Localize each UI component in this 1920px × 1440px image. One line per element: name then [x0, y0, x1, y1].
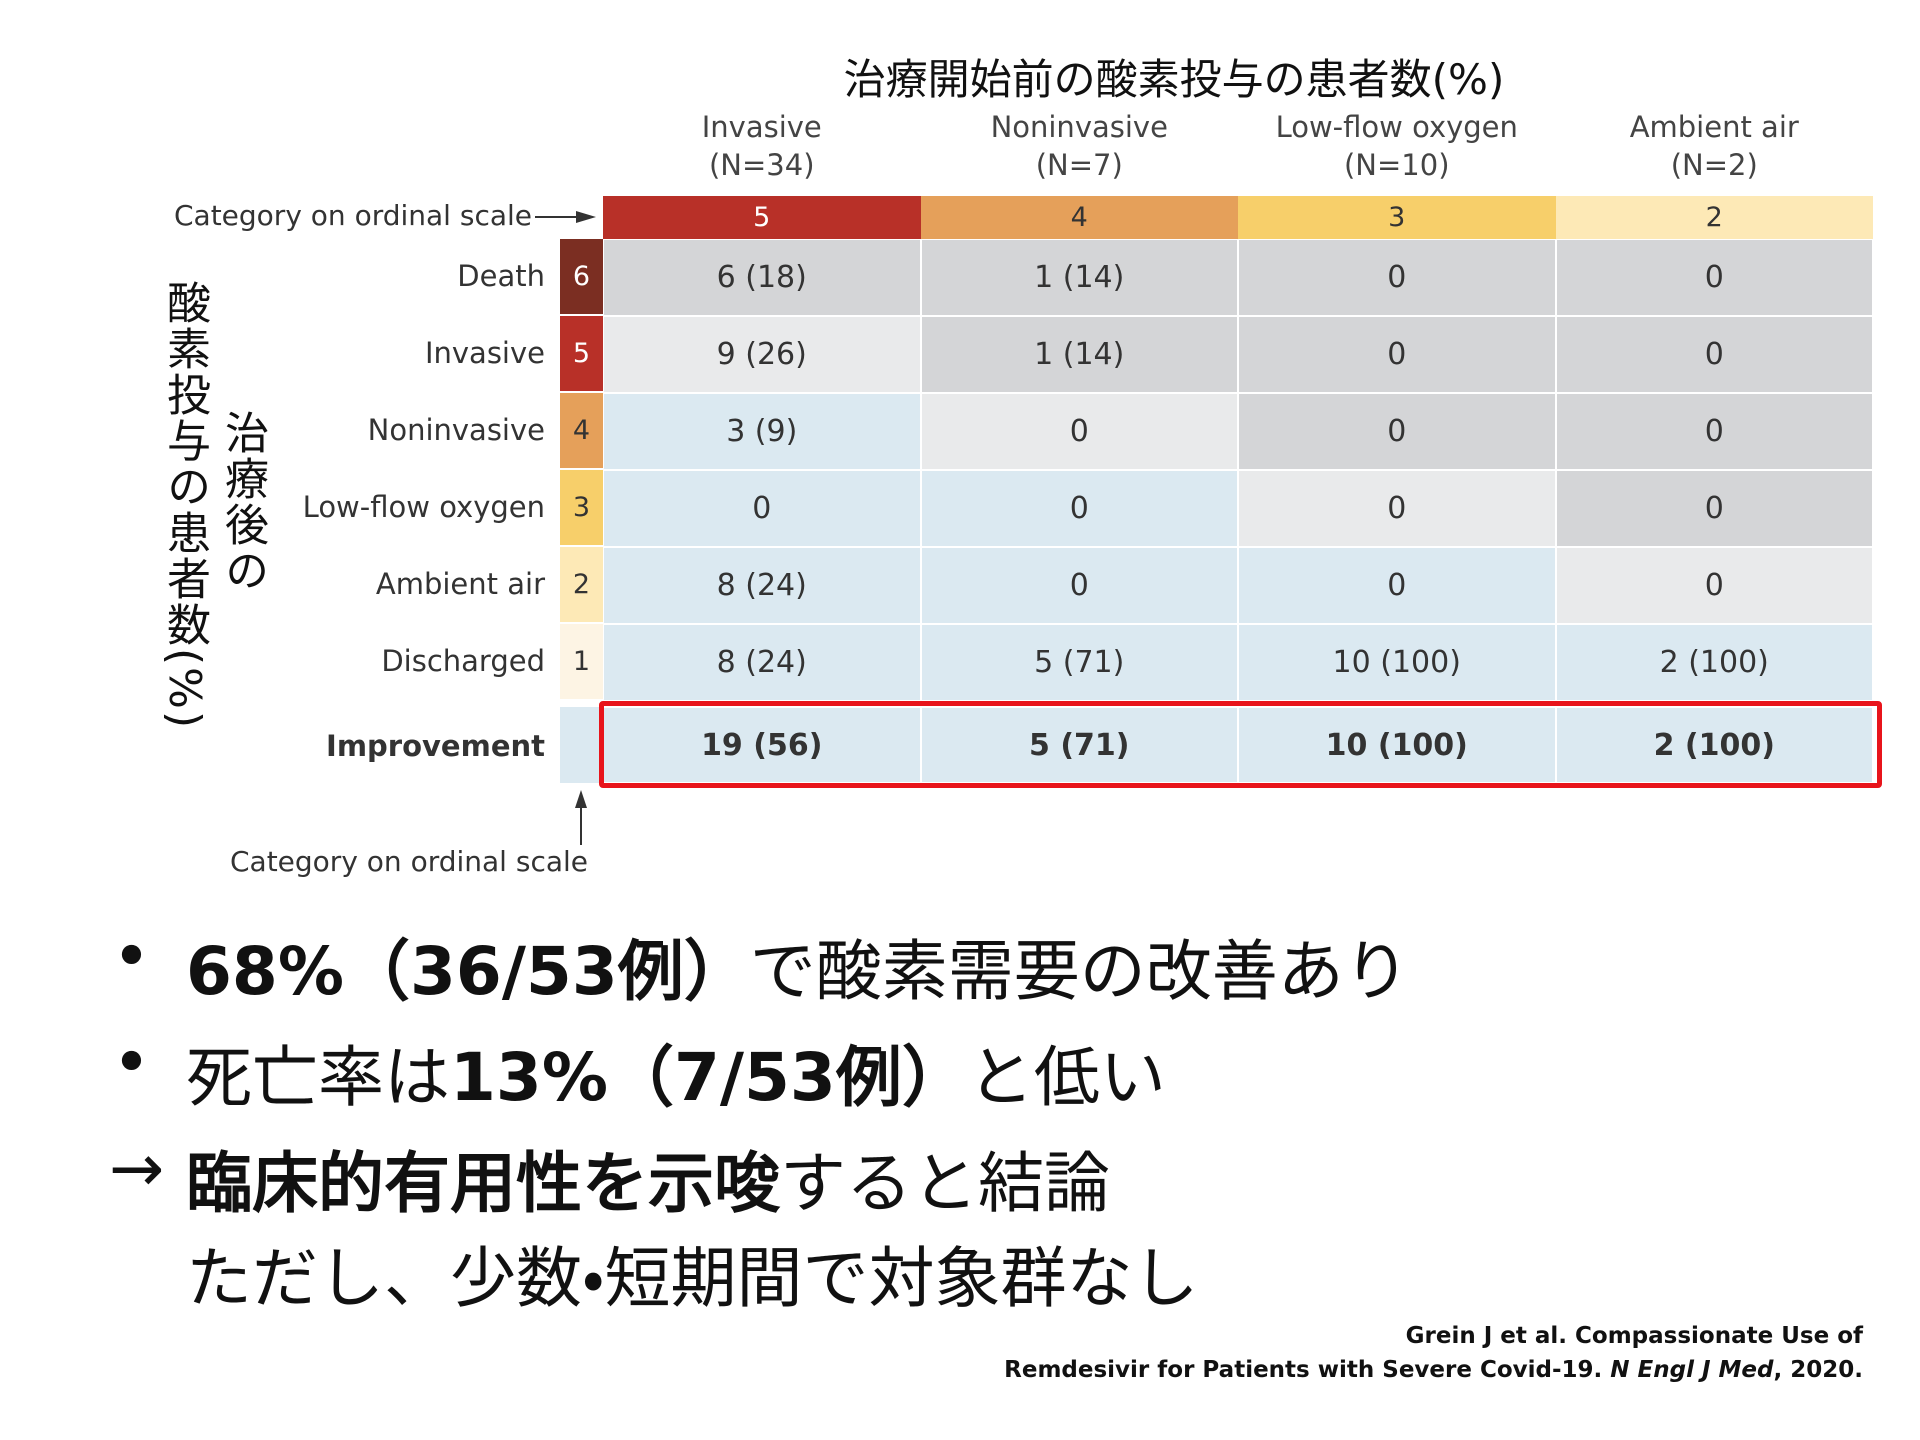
text-segment: 13%（7/53例） [450, 1039, 968, 1116]
citation-segment: N Engl J Med [1610, 1357, 1774, 1383]
table-cell: 0 [1238, 239, 1556, 316]
highlight-box [599, 701, 1882, 788]
table-cell: 0 [1238, 547, 1556, 624]
row-caption: Category on ordinal scale [229, 845, 588, 878]
table-cell: 2 (100) [1555, 624, 1873, 701]
table-cell: 0 [920, 393, 1238, 470]
table-cell: 1 (14) [920, 239, 1238, 316]
citation-segment: Remdesivir for Patients with Severe Covi… [1004, 1357, 1611, 1383]
table-cell: 0 [1238, 393, 1556, 470]
table-cell: 0 [1555, 316, 1873, 393]
table-title: 治療開始前の酸素投与の患者数(%) [843, 55, 1505, 104]
bullet-text: 臨床的有用性を示唆すると結論 [186, 1130, 1110, 1226]
row-label: Ambient air [375, 567, 545, 601]
text-segment: ただし、少数・短期間で対象群なし [186, 1240, 1199, 1317]
row-label: Death [457, 259, 545, 293]
column-n: (N=10) [1343, 148, 1450, 182]
row-label: Low-flow oxygen [302, 490, 545, 524]
text-segment: すると結論 [780, 1145, 1110, 1222]
table-cell: 1 (14) [920, 316, 1238, 393]
table-cell: 0 [603, 470, 921, 547]
bullet-marker: • [112, 918, 151, 995]
row-scale: 1 [560, 624, 603, 701]
table-cell: 10 (100) [1238, 624, 1556, 701]
improvement-cell: 5 (71) [920, 707, 1238, 783]
table-cell: 0 [1555, 393, 1873, 470]
column-scale: 5 [603, 196, 921, 239]
improvement-cell: 10 (100) [1238, 707, 1556, 783]
improvement-cell: 2 (100) [1555, 707, 1873, 783]
bullet-marker: → [109, 1130, 165, 1207]
row-title: 酸素投与の患者数(%) [159, 280, 210, 731]
row-label: Invasive [424, 336, 545, 370]
column-name: Low-flow oxygen [1275, 110, 1518, 144]
scale-blank [560, 707, 603, 783]
table-cell: 0 [1555, 470, 1873, 547]
bullet-text: ただし、少数・短期間で対象群なし [186, 1225, 1198, 1321]
row-scale: 2 [560, 547, 603, 624]
table-cell: 0 [1238, 470, 1556, 547]
table-cell: 0 [1555, 239, 1873, 316]
text-segment: で酸素需要の改善あり [749, 933, 1410, 1010]
row-label: Discharged [381, 644, 545, 678]
column-n: (N=34) [708, 148, 815, 182]
arrow-head [576, 211, 596, 223]
column-name: Noninvasive [990, 110, 1168, 144]
column-scale: 2 [1555, 196, 1873, 239]
row-scale: 4 [560, 393, 603, 470]
citation-line: Grein J et al. Compassionate Use of [1406, 1323, 1863, 1349]
citation-segment: , 2020. [1773, 1357, 1864, 1383]
bullet-text: 死亡率は13%（7/53例）と低い [186, 1024, 1166, 1120]
table-cell: 5 (71) [920, 624, 1238, 701]
column-scale: 3 [1238, 196, 1556, 239]
bullet-marker: • [112, 1024, 151, 1101]
table-cell: 0 [1555, 547, 1873, 624]
table-cell: 9 (26) [603, 316, 921, 393]
column-n: (N=7) [1035, 148, 1123, 182]
bullet-text: 68%（36/53例）で酸素需要の改善あり [186, 918, 1410, 1014]
row-scale: 6 [560, 239, 603, 316]
text-segment: 臨床的有用性を示唆 [186, 1145, 780, 1222]
table-cell: 8 (24) [603, 547, 921, 624]
improvement-cell: 19 (56) [603, 707, 921, 783]
column-scale: 4 [920, 196, 1238, 239]
column-n: (N=2) [1670, 148, 1758, 182]
arrow-head [575, 790, 587, 808]
citation-segment: Grein J et al. Compassionate Use of [1405, 1323, 1863, 1349]
row-scale: 5 [560, 316, 603, 393]
text-segment: と低い [967, 1039, 1166, 1116]
row-scale: 3 [560, 470, 603, 547]
text-segment: 死亡率は [186, 1039, 450, 1116]
table-cell: 8 (24) [603, 624, 921, 701]
row-title: 治療後の [217, 410, 268, 594]
row-label: Noninvasive [367, 413, 545, 447]
table-cell: 0 [920, 547, 1238, 624]
table-cell: 0 [1238, 316, 1556, 393]
column-name: Invasive [701, 110, 822, 144]
table-cell: 3 (9) [603, 393, 921, 470]
citation-line: Remdesivir for Patients with Severe Covi… [1004, 1357, 1863, 1383]
table-cell: 0 [920, 470, 1238, 547]
improvement-label: Improvement [326, 729, 545, 763]
table-cell: 6 (18) [603, 239, 921, 316]
text-segment: 68%（36/53例） [186, 933, 750, 1010]
column-name: Ambient air [1629, 110, 1799, 144]
column-caption: Category on ordinal scale [173, 199, 532, 232]
